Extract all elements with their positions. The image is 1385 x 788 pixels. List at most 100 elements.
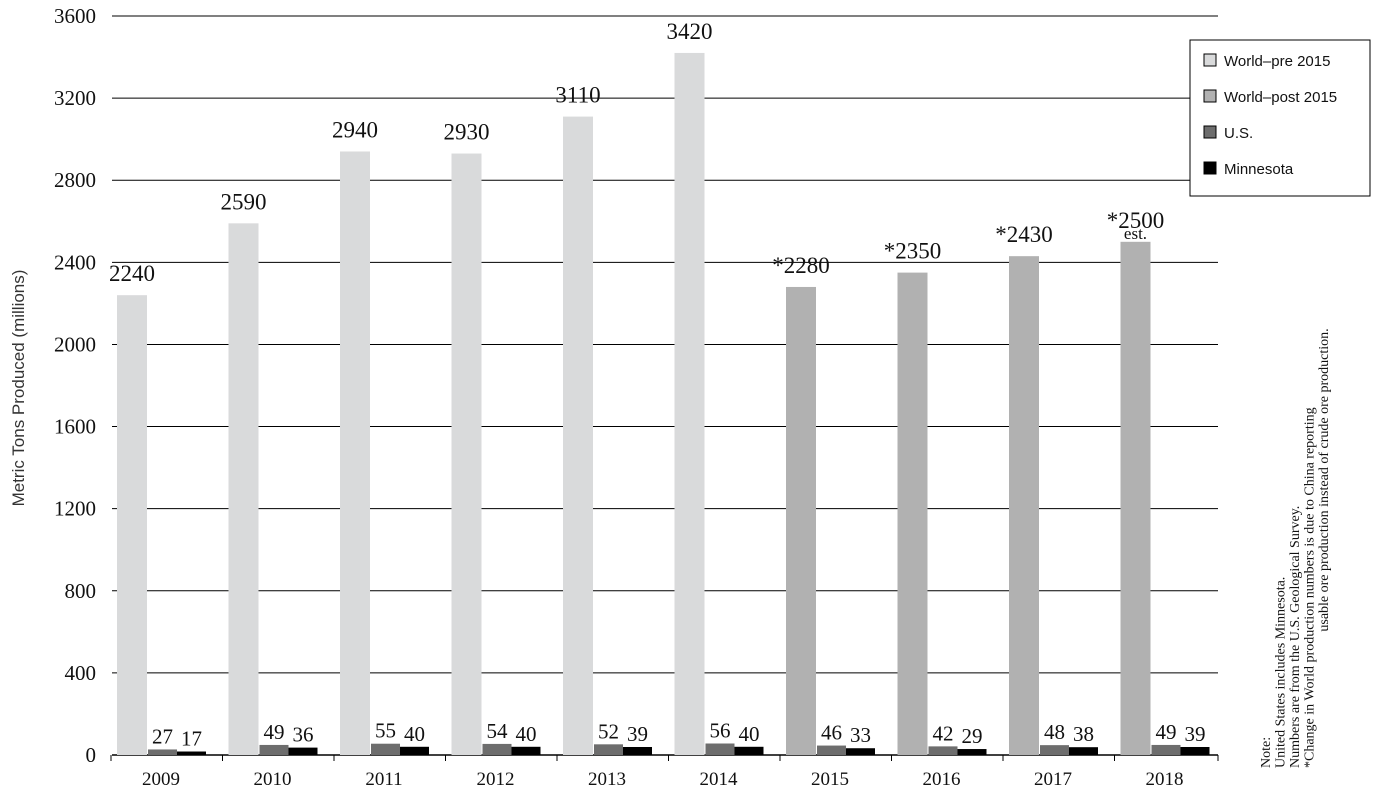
data-label: 3420: [667, 19, 713, 44]
data-label: 55: [375, 719, 396, 743]
bar-minnesota-2009: [177, 751, 206, 755]
legend-swatch: [1203, 89, 1217, 103]
data-label: 40: [404, 722, 425, 746]
data-label: 2940: [332, 117, 378, 142]
bar-world-pre-2015-2009: [117, 295, 147, 755]
bar-minnesota-2014: [734, 746, 764, 755]
bar-u-s--2018: [1151, 744, 1181, 755]
note-line: United States includes Minnesota.: [1274, 577, 1289, 768]
data-label: 49: [1156, 720, 1177, 744]
data-label: 48: [1044, 720, 1065, 744]
legend-box: [1189, 39, 1371, 197]
data-label: 2590: [221, 189, 267, 214]
data-label: 52: [598, 719, 619, 743]
y-tick-label: 2800: [54, 168, 96, 192]
x-tick-label: 2013: [588, 769, 626, 788]
data-label: 27: [152, 724, 173, 748]
bar-minnesota-2012: [511, 746, 541, 755]
bar-minnesota-2018: [1180, 746, 1210, 755]
x-tick-label: 2016: [923, 769, 961, 788]
x-tick-label: 2010: [254, 769, 292, 788]
bar-world-pre-2015-2011: [340, 151, 370, 755]
bar-u-s--2010: [259, 744, 289, 755]
legend-entry: World–pre 2015: [1224, 53, 1330, 70]
y-tick-label: 0: [86, 743, 97, 767]
data-label: 40: [739, 722, 760, 746]
x-tick-label: 2011: [365, 769, 402, 788]
note-line: Numbers are from the U.S. Geological Sur…: [1288, 506, 1303, 768]
y-tick-label: 400: [65, 661, 97, 685]
legend-entry: U.S.: [1224, 125, 1253, 142]
data-label: 17: [181, 727, 202, 751]
x-tick-label: 2015: [811, 769, 849, 788]
data-label: 33: [850, 723, 871, 747]
y-tick-label: 1600: [54, 415, 96, 439]
data-label: *2350: [884, 239, 942, 264]
legend-entry: World–post 2015: [1224, 89, 1337, 106]
notes: Note: United States includes Minnesota. Nu…: [1259, 328, 1332, 768]
data-label: 40: [516, 722, 537, 746]
data-label: 39: [627, 722, 648, 746]
legend-swatch: [1203, 161, 1217, 175]
data-label: *2430: [995, 222, 1053, 247]
data-label: *2500: [1107, 208, 1165, 233]
legend-swatch: [1203, 53, 1217, 67]
bar-u-s--2016: [928, 746, 958, 755]
bar-minnesota-2011: [400, 746, 429, 755]
bar-world-pre-2015-2014: [674, 52, 705, 755]
bar-minnesota-2016: [957, 749, 987, 755]
bar-minnesota-2013: [623, 746, 652, 755]
bar-world-pre-2015-2012: [451, 153, 482, 755]
bar-world-post-2015-2015: [786, 286, 816, 755]
data-label: 49: [264, 720, 285, 744]
data-label: 38: [1073, 722, 1094, 746]
bar-world-post-2015-2016: [897, 272, 928, 755]
legend-swatch: [1203, 125, 1217, 139]
note-line: usable ore production instead of crude o…: [1317, 328, 1332, 631]
data-label: 46: [821, 721, 842, 745]
bar-u-s--2014: [705, 743, 735, 755]
y-tick-label: 2000: [54, 332, 96, 356]
legend-entry: Minnesota: [1224, 161, 1294, 178]
bar-u-s--2009: [148, 749, 177, 755]
bar-world-post-2015-2017: [1009, 256, 1039, 755]
data-label: 54: [487, 719, 509, 743]
y-tick-label: 2400: [54, 250, 96, 274]
legend: World–pre 2015 World–post 2015 U.S. Minneso…: [1189, 39, 1371, 197]
bar-minnesota-2015: [846, 748, 875, 755]
data-label: 2240: [109, 261, 155, 286]
x-tick-label: 2017: [1034, 769, 1072, 788]
bar-u-s--2013: [594, 744, 623, 755]
data-label: 29: [962, 724, 983, 748]
bars: [117, 52, 1210, 756]
bar-world-post-2015-2018: [1120, 241, 1151, 756]
bar-world-pre-2015-2013: [563, 116, 593, 755]
estimate-annotation: est.: [1124, 224, 1147, 243]
data-label: 42: [933, 721, 954, 745]
bar-u-s--2012: [482, 743, 512, 755]
x-axis-ticks: 2009 2010 2011 2012 2013 2014 2015 2016 2017 2018: [110, 755, 1219, 788]
x-tick-label: 2014: [700, 769, 739, 788]
x-tick-label: 2018: [1146, 769, 1184, 788]
x-tick-label: 2012: [477, 769, 515, 788]
gridlines: [112, 15, 1218, 756]
y-tick-label: 3200: [54, 86, 96, 110]
y-axis-label: Metric Tons Produced (millions): [9, 270, 28, 507]
bar-u-s--2011: [371, 743, 400, 755]
data-label: 56: [710, 719, 731, 743]
y-tick-label: 1200: [54, 497, 96, 521]
bar-u-s--2015: [817, 745, 846, 755]
data-label: 3110: [555, 83, 600, 108]
x-tick-label: 2009: [142, 769, 180, 788]
bar-minnesota-2010: [288, 747, 318, 755]
y-tick-label: 800: [65, 579, 97, 603]
bar-world-pre-2015-2010: [228, 223, 259, 755]
note-line: Note:: [1259, 737, 1274, 768]
data-label: 2930: [444, 120, 490, 145]
y-tick-label: 3600: [54, 4, 96, 28]
data-label: 36: [293, 723, 314, 747]
bar-u-s--2017: [1040, 745, 1069, 755]
data-label: 39: [1185, 722, 1206, 746]
